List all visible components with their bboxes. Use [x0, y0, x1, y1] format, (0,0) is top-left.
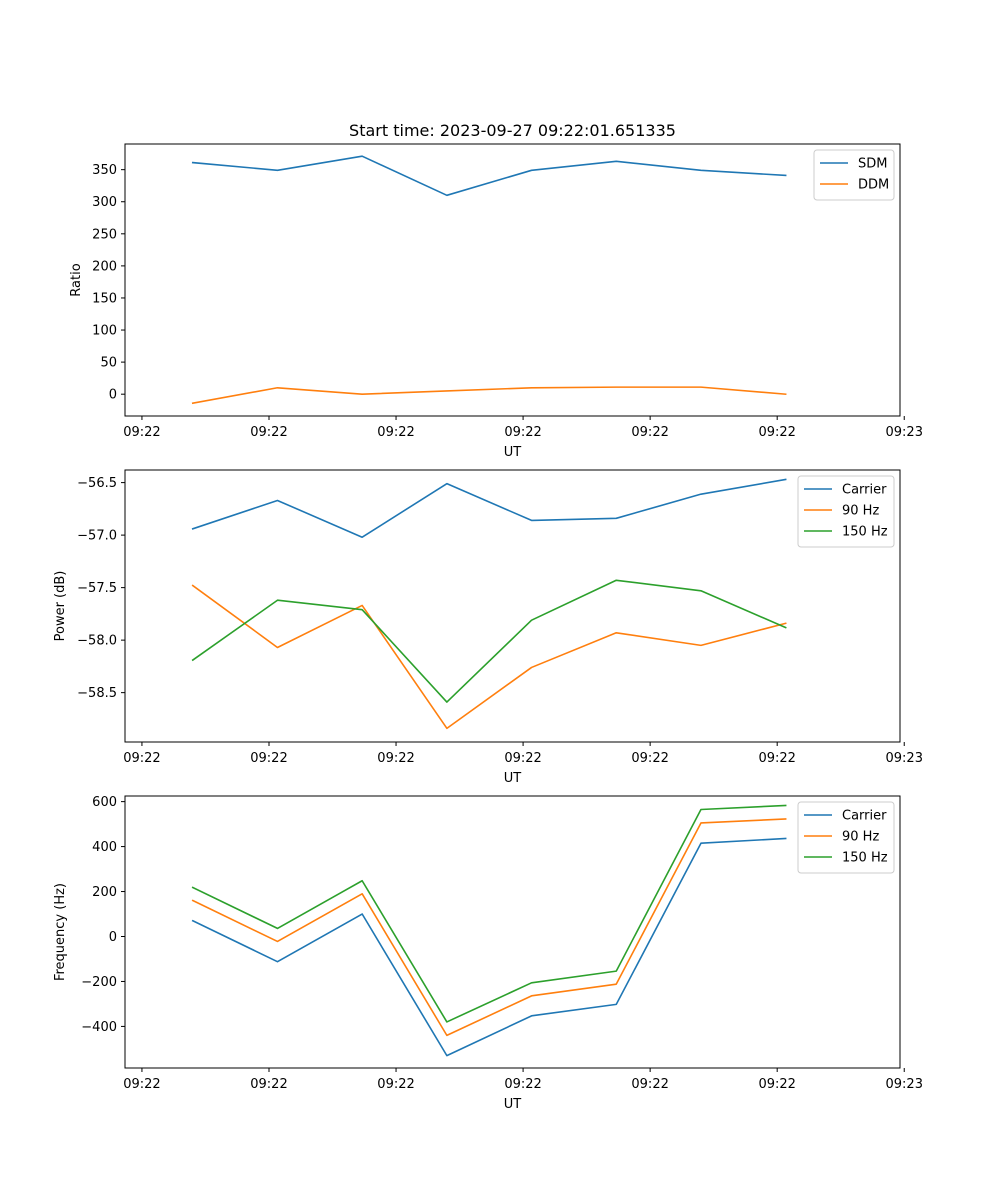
series-group — [191, 155, 787, 405]
x-tick-label: 09:22 — [377, 1077, 414, 1092]
y-tick-label: −400 — [81, 1020, 117, 1035]
legend-label: Carrier — [842, 483, 887, 498]
legend-label: 150 Hz — [842, 525, 888, 540]
y-tick-label: 200 — [92, 885, 117, 900]
legend-label: 90 Hz — [842, 504, 879, 519]
x-tick-label: 09:23 — [886, 425, 923, 440]
x-tick-label: 09:22 — [377, 425, 414, 440]
x-tick-label: 09:22 — [631, 1077, 668, 1092]
series-line-sdm — [191, 155, 787, 197]
x-axis-label: UT — [504, 771, 522, 786]
series-line-ddm — [191, 386, 787, 405]
x-tick-label: 09:23 — [886, 751, 923, 766]
legend-label: 90 Hz — [842, 830, 879, 845]
x-tick-label: 09:22 — [250, 1077, 287, 1092]
y-axis-label: Frequency (Hz) — [53, 883, 68, 981]
y-tick-label: 150 — [92, 291, 117, 306]
series-group — [191, 478, 787, 730]
y-tick-label: 0 — [109, 388, 117, 403]
y-axis-label: Ratio — [69, 263, 84, 296]
y-tick-label: 300 — [92, 195, 117, 210]
series-line-150-hz — [191, 579, 787, 703]
legend-label: SDM — [858, 157, 887, 172]
series-line-carrier — [191, 478, 787, 539]
series-line-150-hz — [191, 804, 787, 1023]
x-tick-label: 09:22 — [758, 751, 795, 766]
legend-label: Carrier — [842, 809, 887, 824]
x-tick-label: 09:22 — [123, 751, 160, 766]
y-tick-label: 350 — [92, 163, 117, 178]
y-tick-label: 600 — [92, 795, 117, 810]
panel-2: 09:22 09:22 09:22 09:22 09:22 09:22 09:23 −56.5… — [53, 469, 923, 786]
y-tick-label: 0 — [109, 930, 117, 945]
y-tick-label: 100 — [92, 324, 117, 339]
y-tick-label: −200 — [81, 975, 117, 990]
axes-frame — [124, 143, 901, 417]
y-tick-label: −57.5 — [77, 581, 117, 596]
y-tick-label: −56.5 — [77, 476, 117, 491]
legend-label: DDM — [858, 178, 889, 193]
legend: Carrier 90 Hz 150 Hz — [797, 475, 895, 548]
y-tick-label: −58.5 — [77, 686, 117, 701]
x-tick-label: 09:22 — [250, 425, 287, 440]
x-tick-label: 09:22 — [631, 425, 668, 440]
x-tick-label: 09:22 — [123, 425, 160, 440]
y-tick-label: 200 — [92, 259, 117, 274]
x-tick-label: 09:22 — [377, 751, 414, 766]
x-axis-label: UT — [504, 1097, 522, 1112]
legend: SDM DDM — [813, 149, 895, 201]
x-tick-label: 09:22 — [123, 1077, 160, 1092]
x-tick-label: 09:22 — [758, 1077, 795, 1092]
x-tick-label: 09:23 — [886, 1077, 923, 1092]
series-line-carrier — [191, 837, 787, 1057]
x-tick-label: 09:22 — [631, 751, 668, 766]
panel-3: 09:22 09:22 09:22 09:22 09:22 09:22 09:23 −400 −… — [53, 795, 923, 1112]
axes-frame — [124, 795, 901, 1069]
y-tick-label: −58.0 — [77, 634, 117, 649]
figure-title: Start time: 2023-09-27 09:22:01.651335 — [349, 121, 676, 140]
x-axis-label: UT — [504, 445, 522, 460]
series-line-90-hz — [191, 584, 787, 730]
legend-label: 150 Hz — [842, 851, 888, 866]
legend: Carrier 90 Hz 150 Hz — [797, 801, 895, 874]
y-tick-label: −57.0 — [77, 529, 117, 544]
series-group — [191, 804, 787, 1057]
x-tick-label: 09:22 — [250, 751, 287, 766]
y-tick-label: 400 — [92, 840, 117, 855]
legend-box — [797, 801, 895, 874]
y-tick-label: 250 — [92, 227, 117, 242]
x-tick-label: 09:22 — [504, 425, 541, 440]
axes-frame — [124, 469, 901, 743]
x-tick-label: 09:22 — [504, 751, 541, 766]
y-tick-label: 50 — [100, 356, 117, 371]
legend-box — [797, 475, 895, 548]
series-line-90-hz — [191, 818, 787, 1037]
x-tick-label: 09:22 — [504, 1077, 541, 1092]
x-tick-label: 09:22 — [758, 425, 795, 440]
y-axis-label: Power (dB) — [53, 571, 68, 642]
panel-1: 09:22 09:22 09:22 09:22 09:22 09:22 09:23 0 50 10… — [69, 143, 923, 460]
